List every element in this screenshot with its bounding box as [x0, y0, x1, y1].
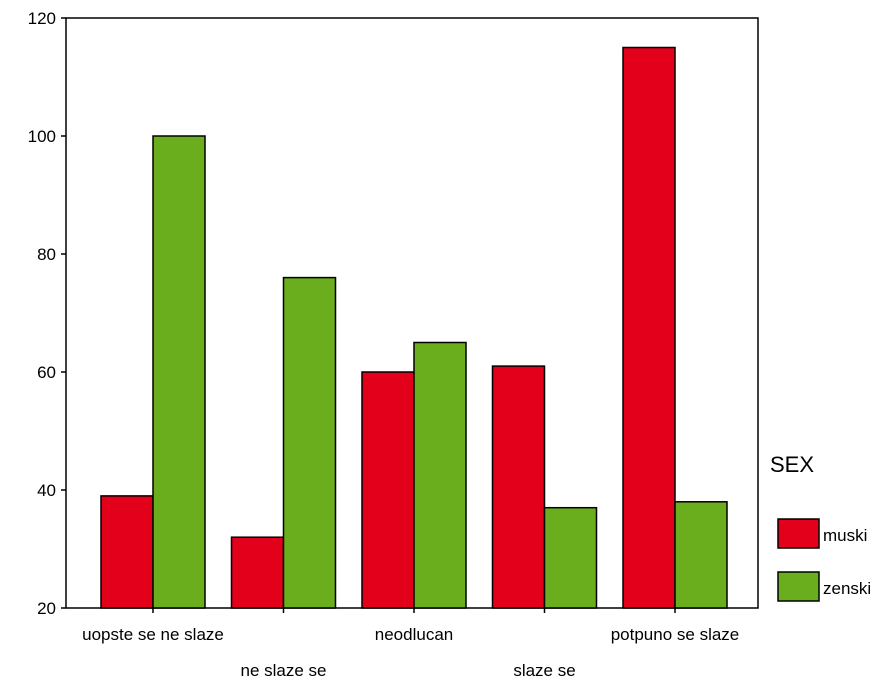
- legend-title: SEX: [770, 452, 814, 477]
- x-category-label: neodlucan: [375, 625, 453, 644]
- bars: [100, 46, 728, 609]
- bar-zenski-5: [674, 501, 728, 609]
- bar-muski-3: [361, 371, 415, 609]
- y-tick-label: 120: [28, 9, 56, 28]
- x-axis: uopste se ne slaze ne slaze se neodlucan sl…: [82, 608, 740, 680]
- bar-muski-1: [100, 495, 154, 609]
- bar-zenski-2: [282, 276, 337, 609]
- x-category-label: uopste se ne slaze: [82, 625, 224, 644]
- y-tick-label: 60: [37, 363, 56, 382]
- legend-label-zenski: zenski: [823, 579, 871, 598]
- bar-muski-4: [491, 365, 546, 609]
- legend-swatch-zenski: [777, 571, 820, 602]
- legend-label-muski: muski: [823, 526, 867, 545]
- bar-muski-2: [230, 536, 285, 609]
- y-tick-label: 100: [28, 127, 56, 146]
- bar-muski-5: [622, 46, 676, 609]
- y-tick-label: 20: [37, 599, 56, 618]
- bar-zenski-4: [543, 506, 598, 609]
- y-axis: 20 40 60 80 100 120: [28, 9, 66, 618]
- bar-zenski-3: [413, 341, 467, 609]
- legend-swatch-muski: [777, 518, 820, 549]
- x-category-label: ne slaze se: [241, 661, 327, 679]
- bar-zenski-1: [152, 135, 206, 609]
- y-tick-label: 80: [37, 245, 56, 264]
- x-category-label: slaze se: [513, 661, 575, 679]
- x-category-label: potpuno se slaze: [611, 625, 740, 644]
- y-tick-label: 40: [37, 481, 56, 500]
- legend: SEX muski zenski: [770, 452, 871, 602]
